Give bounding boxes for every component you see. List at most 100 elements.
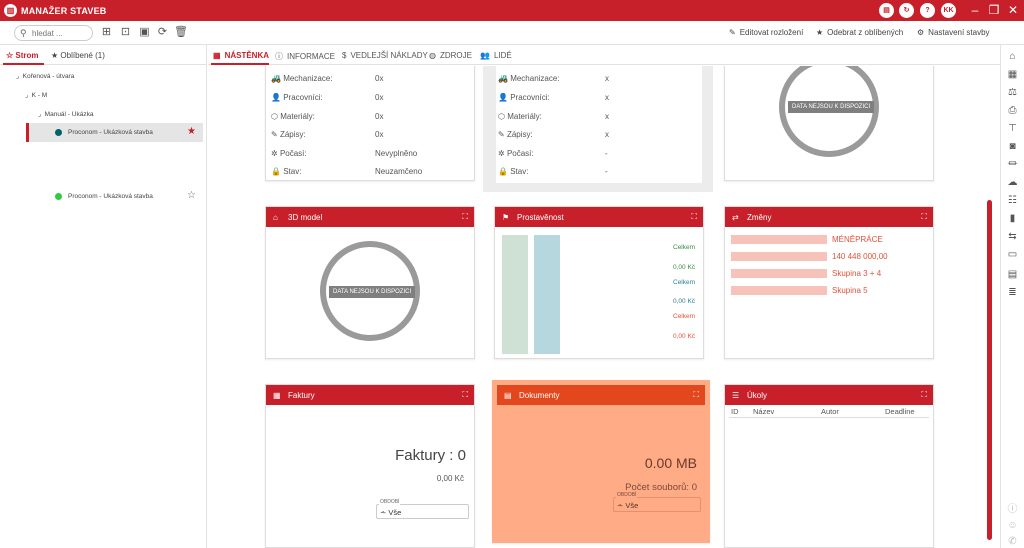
column-header-name[interactable]: Název xyxy=(753,407,775,416)
progress-bar-planned xyxy=(502,235,528,354)
tree-item-manual[interactable]: ⌟ Manuál - Ukázka xyxy=(38,111,94,118)
database-icon[interactable]: ≣ xyxy=(1008,287,1017,298)
star-outline-icon[interactable]: ☆ xyxy=(187,190,196,201)
tab-information[interactable]: ⓘ INFORMACE xyxy=(275,52,335,61)
change-label[interactable]: 140 448 000,00 xyxy=(832,252,888,261)
restore-icon[interactable]: ❐ xyxy=(988,3,1000,17)
prop-value: x xyxy=(605,93,609,102)
total-value: 0,00 Kč xyxy=(673,264,696,271)
settings-button[interactable]: ⚙ Nastavení stavby xyxy=(917,28,990,37)
column-header-author[interactable]: Autor xyxy=(821,407,839,416)
home-icon[interactable]: ⌂ xyxy=(1009,51,1016,62)
app-title: MANAŽER STAVEB xyxy=(21,6,107,16)
notification-icon[interactable]: ↻ xyxy=(899,3,914,18)
monitor-icon[interactable]: ▭ xyxy=(1007,249,1018,260)
edit-layout-button[interactable]: ✎ Editovat rozložení xyxy=(729,28,804,37)
prop-label: ✲ Počasí: xyxy=(271,149,307,158)
change-bar xyxy=(731,286,827,295)
help-icon[interactable]: ? xyxy=(920,3,935,18)
info-icon[interactable]: ⓘ xyxy=(1007,504,1018,515)
add-folder-icon[interactable]: ⊡ xyxy=(120,26,131,38)
expand-icon[interactable]: ⛶ xyxy=(462,390,468,399)
remove-favorite-button[interactable]: ★ Odebrat z oblíbených xyxy=(816,28,904,37)
crane-icon[interactable]: ⊤ xyxy=(1008,123,1017,134)
documents-count: Počet souborů: 0 xyxy=(625,482,697,493)
prop-label: ⬡ Materiály: xyxy=(271,112,315,121)
gear-icon: ⚙ xyxy=(917,28,925,37)
tab-dashboard[interactable]: ▦ NÁSTĚNKA xyxy=(213,51,270,60)
info-icon: ⓘ xyxy=(275,52,283,61)
tab-people[interactable]: 👥 LIDÉ xyxy=(480,51,512,60)
list-icon: ☰ xyxy=(732,391,740,400)
filter-value: ⩪ Vše xyxy=(617,501,639,510)
tree-item-root[interactable]: ⌟ Kořenová - útvara xyxy=(16,73,75,80)
minimize-icon[interactable]: – xyxy=(971,3,979,17)
card-header: ⌂ 3D model ⛶ xyxy=(266,207,474,227)
tab-favorites[interactable]: ★ Oblíbené (1) xyxy=(51,51,105,60)
save-icon[interactable]: ▣ xyxy=(139,26,150,38)
delete-icon[interactable]: 🗑 xyxy=(174,26,188,38)
tab-side-costs[interactable]: $ VEDLEJŠÍ NÁKLADY xyxy=(342,51,428,60)
column-header-deadline[interactable]: Deadline xyxy=(885,407,915,416)
change-label[interactable]: Skupina 3 + 4 xyxy=(832,269,882,278)
calendar-icon[interactable]: ▦ xyxy=(1007,69,1018,80)
prop-label: 🚜 Mechanizace: xyxy=(498,74,560,83)
close-icon[interactable]: ✕ xyxy=(1007,3,1019,17)
tree-item-selected[interactable] xyxy=(26,123,203,142)
search-box[interactable]: ⚲ xyxy=(14,25,93,41)
change-label[interactable]: MÉNĚPRÁCE xyxy=(832,235,883,244)
app-logo-icon: ▥ xyxy=(4,4,17,17)
scrollbar-thumb[interactable] xyxy=(987,200,992,540)
tab-resources[interactable]: ◍ ZDROJE xyxy=(429,51,472,60)
support-icon[interactable]: ☺ xyxy=(1007,520,1018,531)
prop-label: 👤 Pracovníci: xyxy=(498,93,550,102)
prop-value: 0x xyxy=(375,74,384,83)
prop-value: x xyxy=(605,74,609,83)
add-icon[interactable]: ⊞ xyxy=(101,26,112,38)
tab-tree[interactable]: ☆ Strom xyxy=(6,51,39,60)
period-filter[interactable]: OBDOBÍ ⩪ Vše xyxy=(613,492,701,512)
no-data-ring xyxy=(779,66,879,157)
transfer-icon[interactable]: ⇆ xyxy=(1008,231,1017,242)
scales-icon[interactable]: ⚖ xyxy=(1008,87,1017,98)
expand-icon[interactable]: ⛶ xyxy=(921,390,927,399)
grid-icon: ▦ xyxy=(213,51,221,60)
change-label[interactable]: Skupina 5 xyxy=(832,286,868,295)
tree-item-km[interactable]: ⌟ K - M xyxy=(25,92,48,99)
report-icon[interactable]: ▤ xyxy=(1007,269,1018,280)
period-filter[interactable]: OBDOBÍ ⩪ Vše xyxy=(376,499,469,519)
user-avatar[interactable]: KK xyxy=(941,3,956,18)
documents-card[interactable]: ▤ Dokumenty ⛶ 0.00 MB Počet souborů: 0 O… xyxy=(492,380,710,543)
expand-icon[interactable]: ⛶ xyxy=(693,390,699,399)
phone-icon[interactable]: ✆ xyxy=(1008,536,1017,547)
favorite-star-icon[interactable]: ★ xyxy=(187,126,196,137)
progress-bar-actual xyxy=(534,235,560,354)
tasks-card: ☰ Úkoly ⛶ ID Název Autor Deadline xyxy=(724,384,934,548)
document-icon: ▤ xyxy=(504,391,512,400)
checklist-icon[interactable]: ☷ xyxy=(1008,195,1017,206)
camera-icon[interactable]: ◙ xyxy=(1009,141,1016,152)
bank-icon[interactable]: ⏛ xyxy=(1007,159,1018,170)
expand-icon[interactable]: ⛶ xyxy=(691,212,697,221)
document-icon[interactable]: ▤ xyxy=(879,3,894,18)
printer-icon[interactable]: ⎙ xyxy=(1008,105,1017,116)
cloud-icon[interactable]: ☁ xyxy=(1007,177,1018,188)
swap-icon: ⇄ xyxy=(732,213,739,222)
search-icon: ⚲ xyxy=(20,28,27,38)
palette-icon: ◍ xyxy=(429,51,436,60)
search-input[interactable] xyxy=(32,28,90,39)
prop-value: 0x xyxy=(375,93,384,102)
diary-summary-card-dragged[interactable]: 🚜 Mechanizace: x 👤 Pracovníci: x ⬡ Mater… xyxy=(483,66,713,192)
expand-icon[interactable]: ⛶ xyxy=(462,212,468,221)
dollar-icon: $ xyxy=(342,51,347,60)
prop-label: 👤 Pracovníci: xyxy=(271,93,323,102)
tree-item-project-2[interactable]: Proconom - Ukázková stavba xyxy=(68,193,153,200)
book-icon[interactable]: ▮ xyxy=(1009,213,1016,224)
card-header: ⇄ Změny ⛶ xyxy=(725,207,933,227)
tree-item-project-1[interactable]: Proconom - Ukázková stavba xyxy=(68,129,153,136)
changes-card: ⇄ Změny ⛶ MÉNĚPRÁCE 140 448 000,00 Skupi… xyxy=(724,206,934,359)
column-header-id[interactable]: ID xyxy=(731,407,739,416)
no-data-card: DATA NEJSOU K DISPOZICI xyxy=(724,66,934,181)
expand-icon[interactable]: ⛶ xyxy=(921,212,927,221)
refresh-icon[interactable]: ⟳ xyxy=(157,26,168,38)
